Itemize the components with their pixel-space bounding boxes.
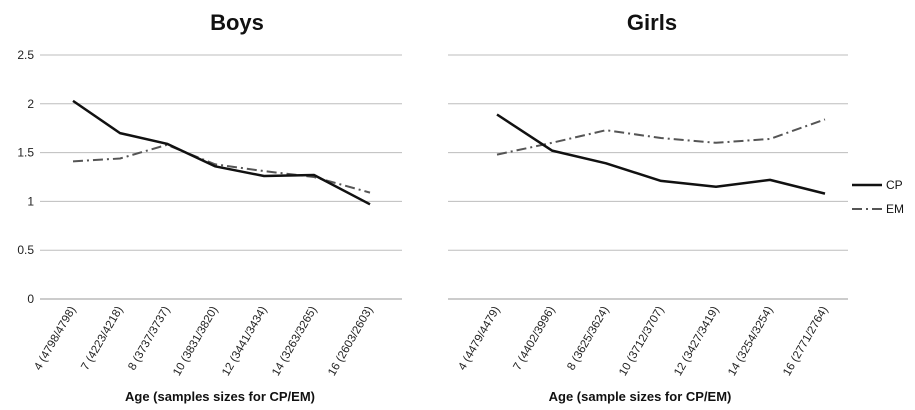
girls-x-axis-label: Age (sample sizes for CP/EM) [549, 389, 732, 404]
legend-em-label: EM [886, 202, 904, 216]
x-tick-label: 4 (4479/4479) [456, 304, 502, 372]
x-tick-label: 12 (3441/3434) [220, 304, 269, 378]
y-tick-label: 1.5 [17, 146, 34, 160]
y-tick-label: 2 [27, 97, 34, 111]
boys-chart-title: Boys [210, 10, 264, 35]
girls-x-axis-ticks: 4 (4479/4479) 7 (4402/3996) 8 (3625/3624) 1… [456, 304, 830, 378]
girls-series-lines [496, 113, 826, 195]
girls-chart-title: Girls [627, 10, 677, 35]
x-tick-label: 4 (4798/4798) [32, 304, 78, 372]
series-line-em [72, 143, 371, 194]
x-tick-label: 14 (3254/3254) [726, 304, 775, 378]
boys-gridlines [40, 54, 402, 300]
legend-cp-label: CP [886, 178, 903, 192]
x-tick-label: 12 (3427/3419) [672, 304, 721, 378]
x-tick-label: 14 (3263/3265) [270, 304, 319, 378]
girls-gridlines [448, 54, 848, 300]
x-tick-label: 16 (2771/2764) [781, 304, 830, 378]
x-tick-label: 16 (2603/2603) [326, 304, 375, 378]
boys-panel: Boys 0 0.5 1 1.5 2 2.5 4 (4798/4798) 7 (4223/4… [17, 10, 402, 404]
y-tick-label: 1 [27, 194, 34, 208]
x-tick-label: 10 (3831/3820) [171, 304, 220, 378]
y-tick-label: 0.5 [17, 243, 34, 257]
x-tick-label: 7 (4402/3996) [511, 304, 557, 372]
y-tick-label: 2.5 [17, 48, 34, 62]
series-line-cp [496, 113, 826, 195]
girls-panel: Girls 4 (4479/4479) 7 (4402/3996) 8 (3625/… [448, 10, 848, 404]
boys-y-axis-ticks: 0 0.5 1 1.5 2 2.5 [17, 48, 34, 306]
y-tick-label: 0 [27, 292, 34, 306]
x-tick-label: 8 (3625/3624) [565, 304, 611, 372]
x-tick-label: 10 (3712/3707) [617, 304, 666, 378]
x-tick-label: 7 (4223/4218) [79, 304, 125, 372]
series-line-em [496, 118, 826, 156]
boys-series-lines [72, 99, 371, 206]
boys-x-axis-label: Age (samples sizes for CP/EM) [125, 389, 315, 404]
boys-x-axis-ticks: 4 (4798/4798) 7 (4223/4218) 8 (3737/3737)1… [32, 304, 375, 378]
legend: CP EM [852, 178, 904, 216]
series-line-cp [72, 99, 371, 206]
x-tick-label: 8 (3737/3737) [126, 304, 172, 372]
